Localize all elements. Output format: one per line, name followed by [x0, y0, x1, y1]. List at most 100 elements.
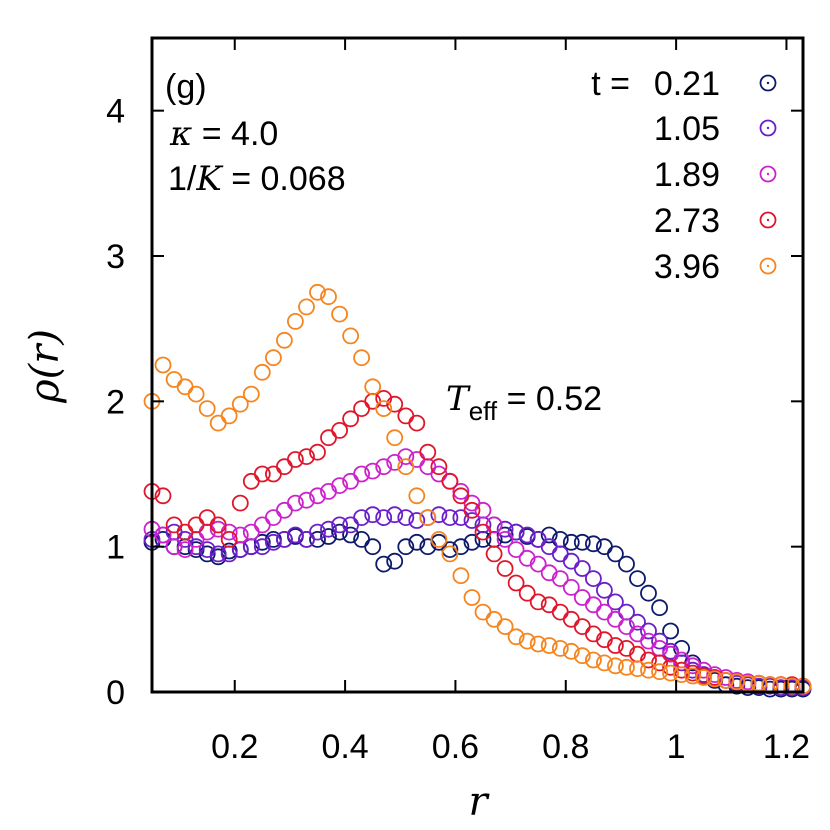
data-point	[386, 429, 404, 447]
data-point	[242, 385, 260, 403]
data-point	[320, 288, 337, 306]
data-point	[474, 501, 492, 519]
data-point	[386, 552, 404, 570]
data-point	[585, 535, 602, 553]
data-point	[562, 533, 580, 551]
data-point	[408, 512, 426, 529]
data-point	[673, 666, 690, 683]
data-point	[618, 658, 635, 676]
data-point	[209, 414, 227, 432]
data-point	[386, 506, 404, 524]
data-point	[562, 642, 580, 660]
data-point	[364, 462, 382, 480]
legend-marker	[759, 211, 777, 229]
data-point	[253, 516, 271, 534]
y-tick-label: 3	[106, 238, 125, 276]
data-point	[375, 555, 393, 573]
x-tick-label: 1.2	[763, 728, 810, 766]
data-point	[441, 545, 459, 563]
legend-marker	[759, 74, 777, 92]
data-point	[264, 509, 282, 526]
data-point	[275, 458, 293, 476]
data-point	[463, 533, 481, 551]
legend-label: 1.89	[654, 156, 720, 194]
data-point	[452, 567, 470, 585]
data-point	[231, 395, 249, 413]
inverse-k-value: = 0.068	[222, 160, 346, 198]
data-point	[353, 465, 371, 483]
data-point	[320, 528, 337, 545]
data-point	[275, 501, 293, 519]
data-point	[529, 555, 547, 573]
data-point	[607, 593, 624, 611]
data-point	[518, 632, 536, 650]
data-point	[474, 523, 492, 541]
data-point	[441, 509, 459, 526]
legend: t = 0.21 1.05 1.89 2.73 3.96	[591, 65, 777, 286]
data-point	[397, 538, 415, 556]
data-point	[651, 599, 668, 617]
data-point	[320, 520, 337, 538]
data-point	[220, 531, 238, 548]
data-point	[275, 331, 293, 349]
teff-value: = 0.52	[497, 380, 602, 418]
data-point	[540, 596, 558, 614]
data-point	[154, 526, 172, 544]
data-point	[474, 603, 492, 621]
legend-label: 3.96	[654, 248, 720, 286]
axis-ticks	[152, 38, 803, 693]
data-point	[496, 560, 514, 577]
data-point	[452, 509, 470, 526]
data-point	[496, 526, 514, 544]
data-point	[397, 407, 415, 425]
data-point	[342, 516, 360, 534]
data-point	[187, 385, 205, 403]
x-tick-label: 0.8	[542, 728, 589, 766]
data-point	[463, 501, 481, 519]
legend-label: 2.73	[654, 202, 720, 240]
data-point	[187, 516, 205, 534]
data-point	[209, 545, 227, 563]
data-point	[596, 603, 613, 621]
data-point	[518, 526, 536, 544]
data-point	[507, 574, 525, 592]
data-point	[331, 477, 349, 495]
legend-marker-dot	[766, 81, 770, 85]
data-point	[496, 531, 514, 548]
data-point	[264, 533, 282, 551]
data-point	[364, 506, 382, 524]
data-point	[463, 589, 481, 606]
data-point	[629, 625, 646, 643]
data-point	[629, 660, 646, 678]
data-point	[286, 526, 304, 544]
x-axis-label: r	[468, 779, 490, 825]
data-point	[231, 526, 249, 544]
data-point	[496, 618, 514, 635]
data-point	[485, 610, 503, 628]
data-point	[618, 555, 635, 573]
data-point	[640, 632, 657, 650]
teff-annotation: Teff = 0.52	[446, 379, 602, 426]
x-tick-label: 0.6	[432, 728, 479, 766]
inverse-k-prefix: 1/	[168, 160, 197, 198]
data-point	[562, 579, 580, 596]
data-point	[353, 509, 371, 526]
data-point	[165, 371, 183, 388]
data-point	[408, 414, 426, 432]
data-point	[154, 356, 172, 374]
y-tick-label: 4	[106, 93, 125, 131]
data-point	[408, 451, 426, 468]
data-point	[551, 545, 569, 563]
data-point	[386, 395, 404, 413]
data-point	[397, 458, 415, 476]
data-markers	[143, 283, 812, 698]
data-point	[585, 596, 602, 614]
data-point	[298, 298, 315, 316]
data-point	[231, 494, 249, 512]
data-point	[684, 657, 702, 675]
data-point	[629, 613, 646, 631]
data-point	[198, 523, 216, 541]
data-point	[640, 651, 657, 669]
data-point	[331, 516, 349, 534]
